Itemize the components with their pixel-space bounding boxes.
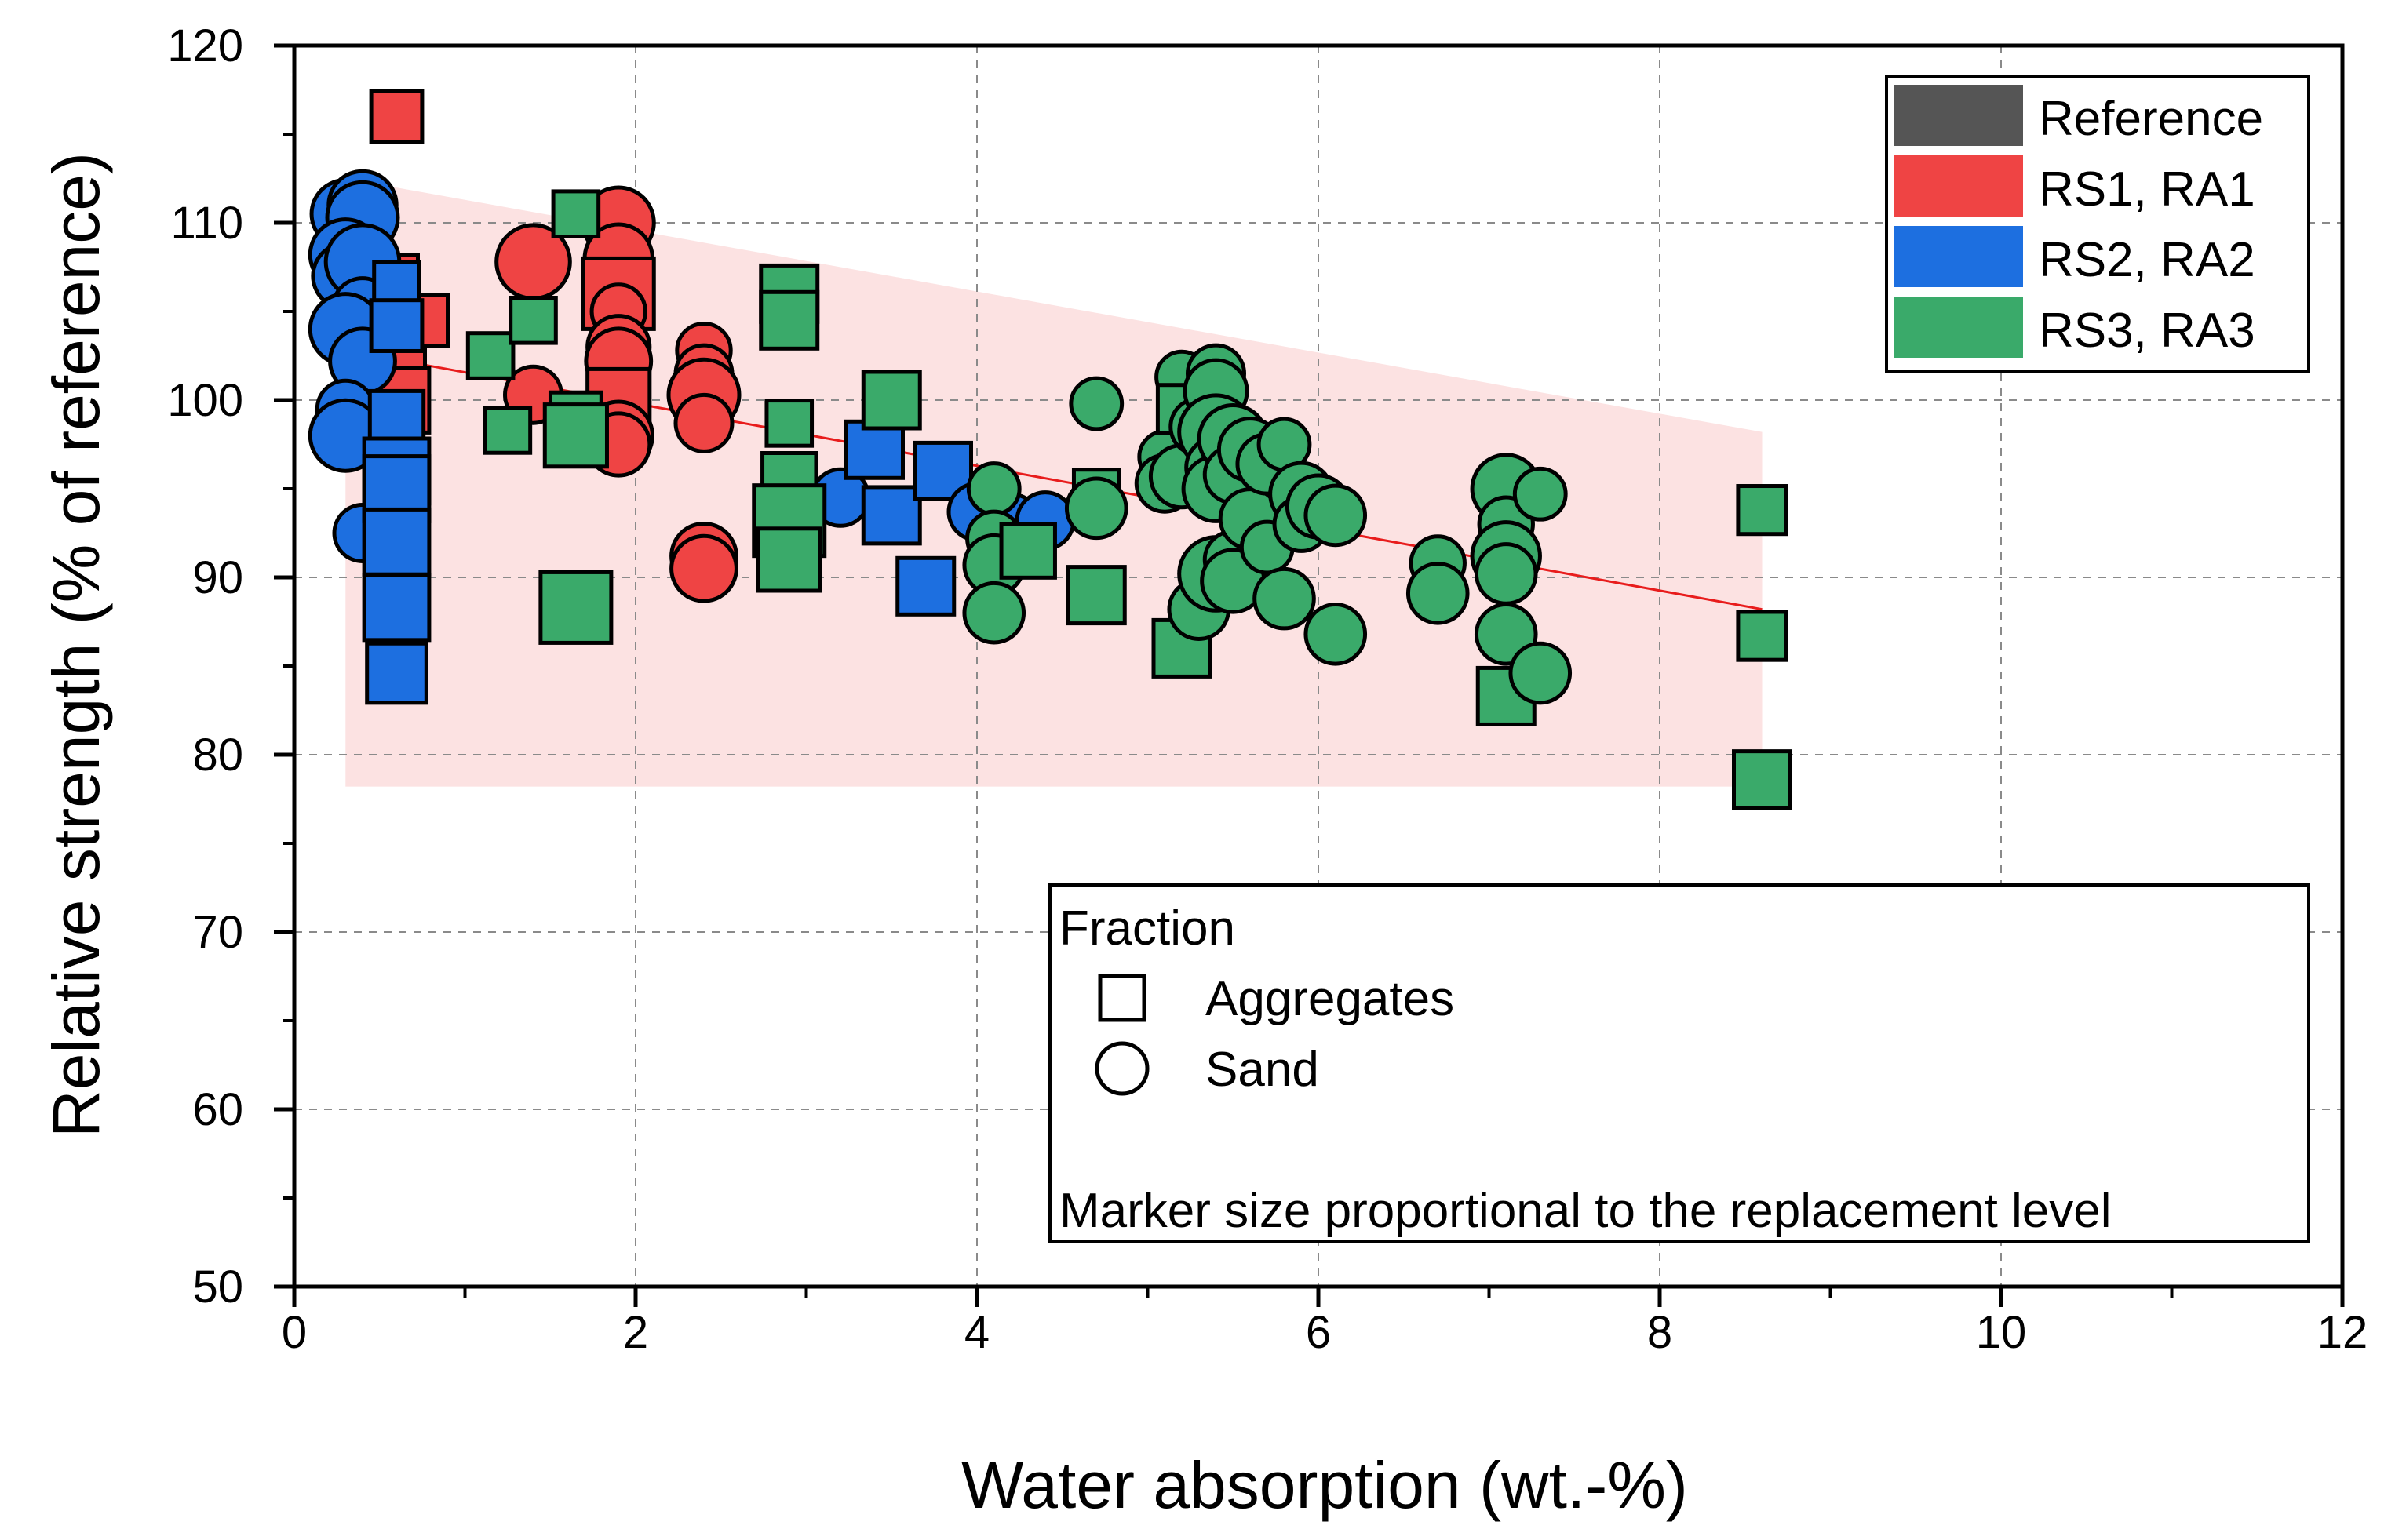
- data-point-aggregates: [999, 522, 1057, 580]
- data-point-aggregates: [369, 298, 425, 353]
- y-tick-labels: 50 60 70 80 90 100 110 120: [167, 20, 243, 1312]
- circle-marker-icon: [1095, 1041, 1150, 1096]
- data-point-sand: [1069, 376, 1125, 431]
- y-tick-label: 60: [192, 1084, 243, 1135]
- fraction-legend-box: [1048, 883, 2310, 1243]
- data-point-aggregates: [483, 406, 533, 455]
- data-point-sand: [1508, 641, 1573, 705]
- y-tick-label: 80: [192, 730, 243, 781]
- x-axis-title: Water absorption (wt.-%): [961, 1448, 1688, 1522]
- y-tick-label: 70: [192, 907, 243, 958]
- data-points: [308, 89, 1792, 810]
- x-tick-label: 2: [623, 1307, 648, 1358]
- fraction-legend-sand: Sand: [1205, 1043, 1319, 1097]
- x-tick-label: 10: [1976, 1307, 2027, 1358]
- data-point-sand: [673, 392, 735, 453]
- y-tick-label: 90: [192, 552, 243, 603]
- data-point-aggregates: [861, 370, 922, 431]
- legend-swatch-rs1: [1894, 155, 2023, 217]
- x-tick-label: 0: [282, 1307, 307, 1358]
- data-point-sand: [1303, 483, 1368, 548]
- data-point-aggregates: [764, 399, 815, 448]
- data-point-aggregates: [895, 555, 957, 617]
- data-point-aggregates: [861, 485, 922, 546]
- data-point-aggregates: [1066, 565, 1127, 626]
- data-point-aggregates: [756, 526, 822, 593]
- axis-ticks: [274, 43, 2345, 1307]
- legend-swatch-rs2: [1894, 226, 2023, 287]
- data-point-sand: [1252, 566, 1316, 631]
- x-tick-label: 12: [2317, 1307, 2368, 1358]
- data-point-sand: [1064, 476, 1128, 541]
- square-marker-icon: [1098, 974, 1146, 1022]
- data-point-sand: [1474, 542, 1538, 606]
- data-point-aggregates: [465, 331, 516, 380]
- data-point-sand: [1405, 562, 1470, 625]
- fraction-legend: Fraction Aggregates Sand Marker size pro…: [1048, 883, 2310, 1243]
- x-tick-label: 4: [964, 1307, 990, 1358]
- data-point-aggregates: [365, 641, 428, 705]
- data-point-aggregates: [362, 573, 432, 643]
- data-point-sand: [1512, 466, 1568, 522]
- legend-swatch-rs3: [1894, 297, 2023, 358]
- y-tick-label: 110: [171, 198, 243, 249]
- data-point-aggregates: [362, 507, 432, 577]
- data-point-sand: [966, 461, 1022, 516]
- data-point-aggregates: [1736, 610, 1788, 662]
- data-point-aggregates: [913, 440, 973, 501]
- y-axis-title: Relative strength (% of reference): [39, 152, 113, 1138]
- legend-label-rs1: RS1, RA1: [2039, 162, 2255, 217]
- x-tick-label: 8: [1647, 1307, 1672, 1358]
- data-point-aggregates: [538, 570, 614, 645]
- data-point-aggregates: [551, 189, 601, 238]
- fraction-legend-title: Fraction: [1059, 901, 1235, 956]
- data-point-sand: [1303, 603, 1368, 666]
- y-tick-label: 100: [167, 375, 243, 426]
- y-tick-label: 50: [192, 1261, 243, 1312]
- data-point-aggregates: [509, 296, 558, 345]
- y-tick-label: 120: [167, 20, 243, 71]
- series-legend: Reference RS1, RA1 RS2, RA2 RS3, RA3: [1885, 75, 2310, 373]
- data-point-aggregates: [542, 402, 609, 469]
- data-point-aggregates: [1736, 484, 1788, 537]
- legend-label-rs2: RS2, RA2: [2039, 233, 2255, 287]
- legend-label-rs3: RS3, RA3: [2039, 304, 2255, 358]
- fraction-legend-note: Marker size proportional to the replacem…: [1059, 1184, 2112, 1238]
- legend-label-reference: Reference: [2039, 92, 2263, 146]
- data-point-sand: [669, 533, 738, 603]
- data-point-sand: [962, 581, 1026, 645]
- data-point-aggregates: [369, 89, 425, 144]
- data-point-aggregates: [759, 289, 820, 351]
- x-tick-labels: 0 2 4 6 8 10 12: [282, 1307, 2368, 1358]
- data-point-aggregates: [1732, 749, 1792, 810]
- legend-swatch-reference: [1894, 85, 2023, 146]
- x-tick-label: 6: [1306, 1307, 1331, 1358]
- fraction-legend-aggregates: Aggregates: [1205, 972, 1454, 1026]
